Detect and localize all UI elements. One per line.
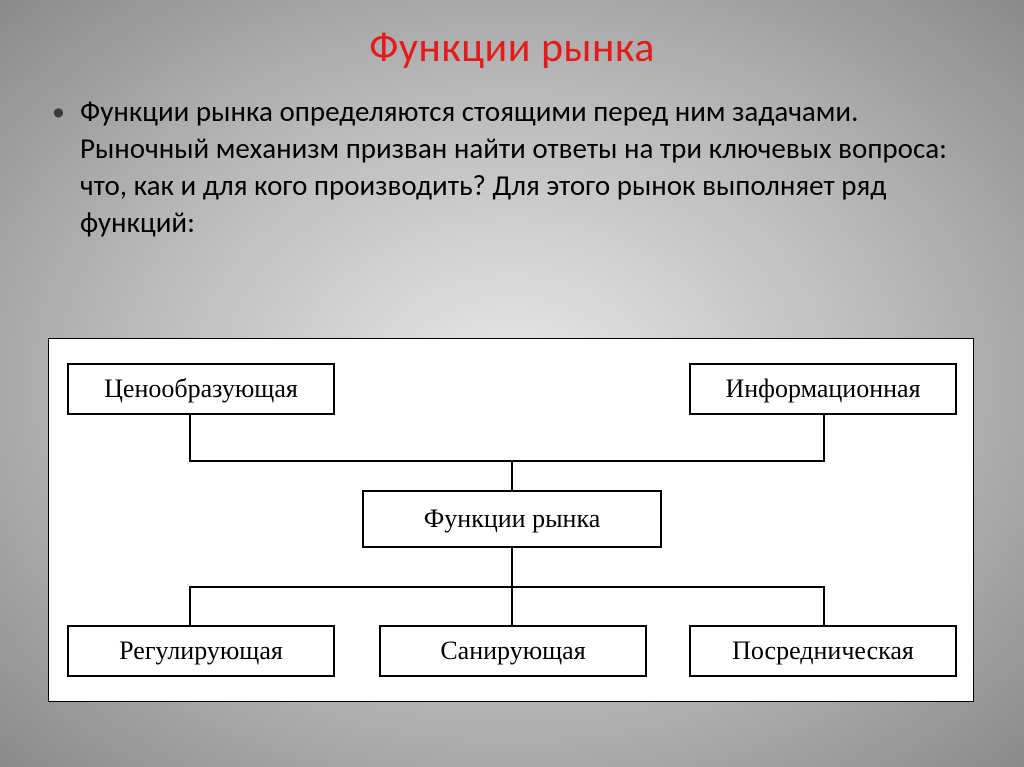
functions-diagram: Ценообразующая Информационная Функции рынк… (48, 338, 974, 702)
diagram-node-top-0: Ценообразующая (67, 363, 335, 415)
slide-title: Функции рынка (0, 22, 1024, 73)
connector-line (511, 586, 513, 625)
diagram-node-bottom-1: Санирующая (379, 625, 647, 677)
diagram-node-bottom-2: Посредническая (689, 625, 957, 677)
bullet-list: Функции рынка определяются стоящими пере… (0, 73, 1024, 241)
slide: Функции рынка Функции рынка определяются… (0, 0, 1024, 767)
connector-line (189, 460, 825, 462)
connector-line (823, 415, 825, 462)
connector-line (823, 586, 825, 625)
intro-paragraph: Функции рынка определяются стоящими пере… (80, 93, 962, 241)
diagram-node-bottom-0: Регулирующая (67, 625, 335, 677)
diagram-node-top-1: Информационная (689, 363, 957, 415)
connector-line (189, 415, 191, 462)
connector-line (511, 548, 513, 588)
connector-line (189, 586, 825, 588)
diagram-node-center: Функции рынка (362, 490, 662, 548)
connector-line (189, 586, 191, 625)
connector-line (511, 460, 513, 490)
